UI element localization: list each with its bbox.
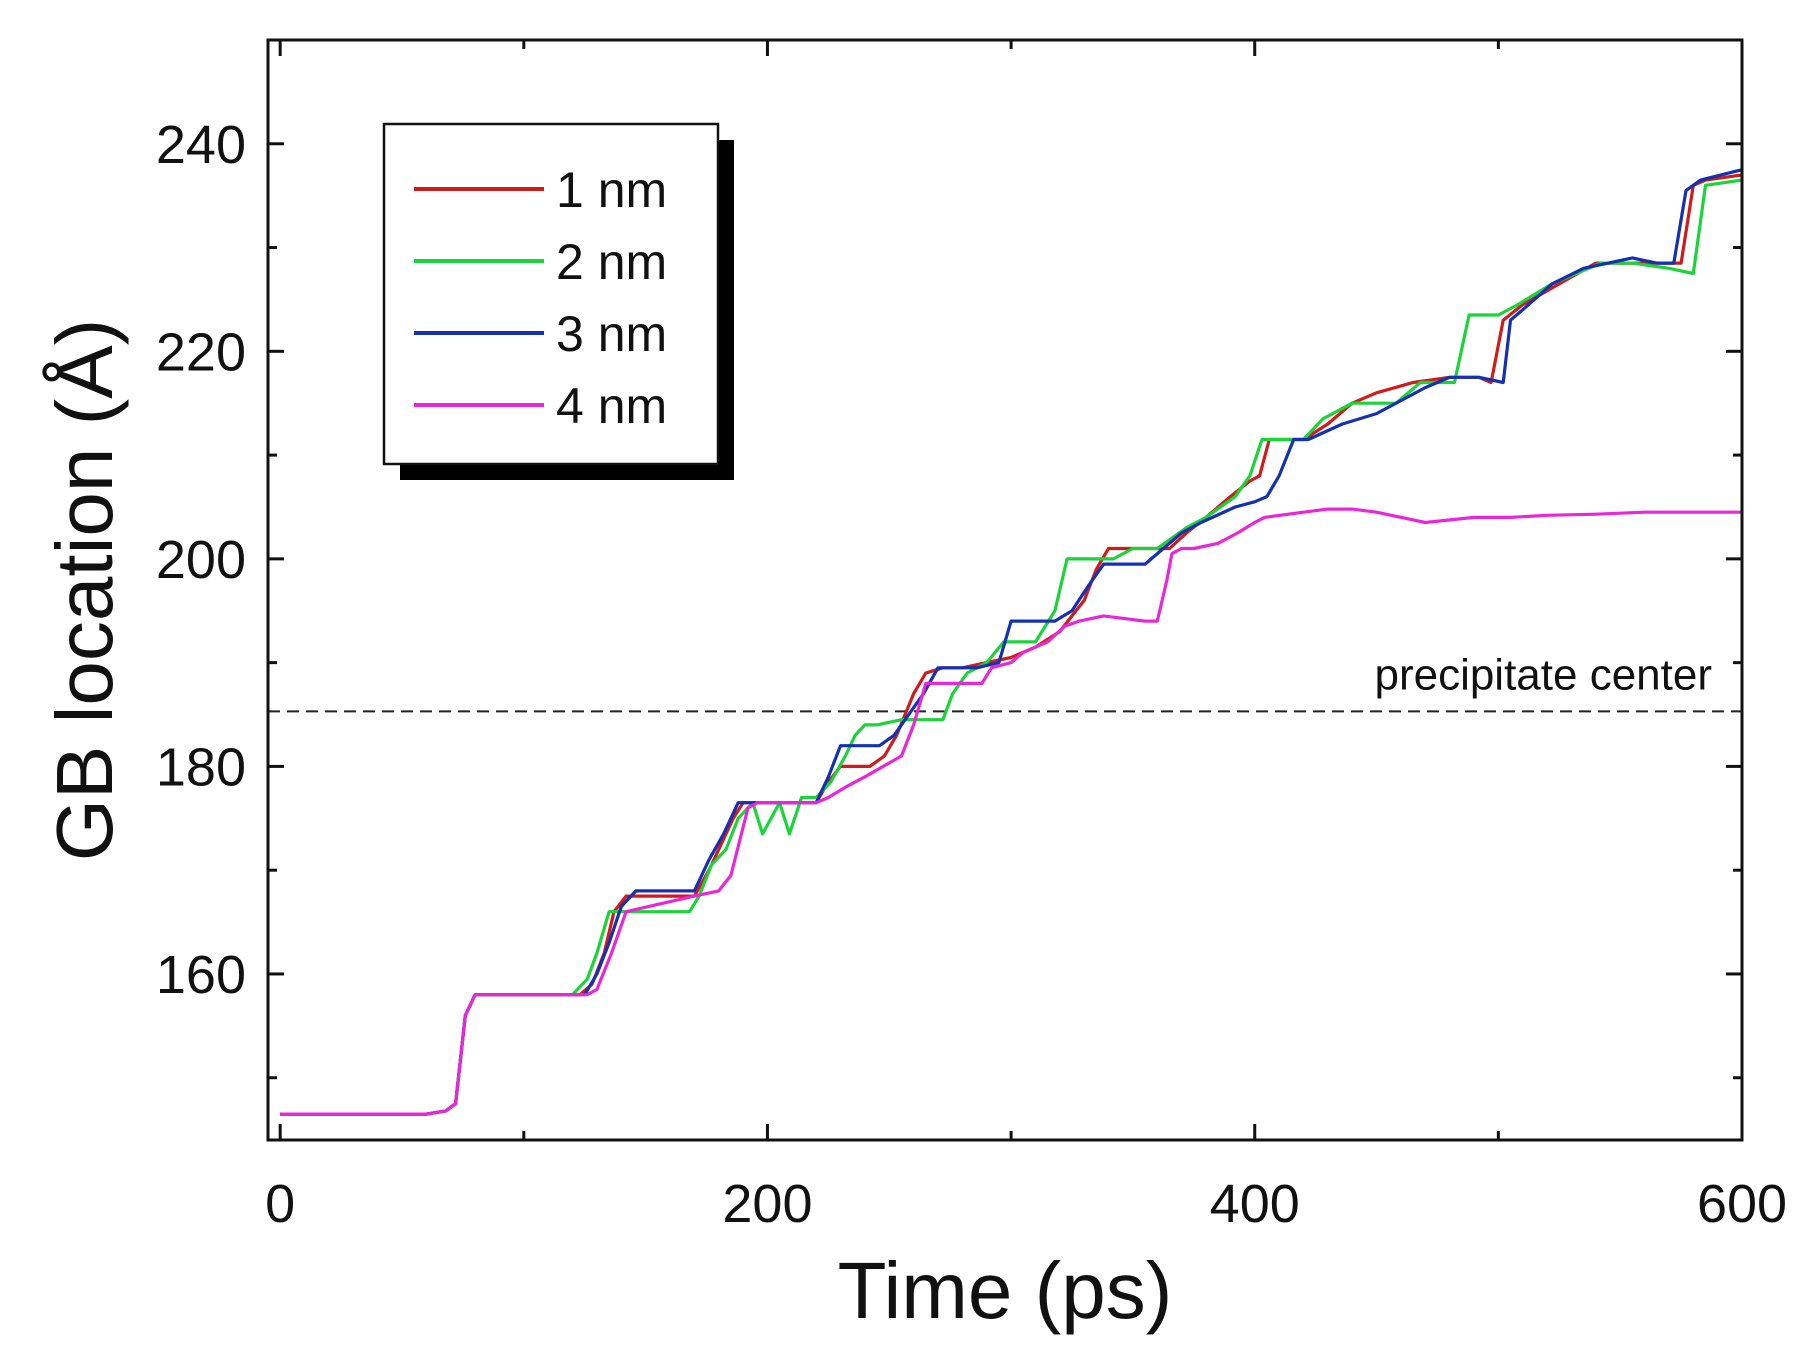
legend-label: 4 nm [556, 378, 667, 434]
y-tick-label: 220 [156, 322, 246, 382]
axis-ticks: 0 200 400 600 160 180 200 220 240 [156, 40, 1787, 1234]
y-axis-label: GB location (Å) [40, 319, 129, 861]
legend-label: 2 nm [556, 234, 667, 290]
precipitate-center-label: precipitate center [1374, 650, 1712, 699]
y-tick-label: 200 [156, 530, 246, 590]
series-group [280, 168, 1743, 1116]
reference-line-group: precipitate center [268, 650, 1742, 713]
x-tick-label: 400 [1210, 1174, 1300, 1234]
series-line-3-nm [280, 168, 1743, 1116]
x-tick-label: 0 [265, 1174, 295, 1234]
y-tick-label: 160 [156, 945, 246, 1005]
legend-label: 1 nm [556, 162, 667, 218]
x-tick-label: 600 [1697, 1174, 1787, 1234]
x-tick-label: 200 [722, 1174, 812, 1234]
y-tick-label: 240 [156, 115, 246, 175]
legend: 1 nm 2 nm 3 nm 4 nm [382, 122, 734, 480]
plot-frame [266, 38, 1744, 1142]
legend-box [382, 122, 720, 466]
x-axis-label: Time (ps) [838, 1246, 1173, 1335]
legend-label: 3 nm [556, 306, 667, 362]
y-tick-label: 180 [156, 737, 246, 797]
series-line-4-nm [280, 507, 1742, 1116]
